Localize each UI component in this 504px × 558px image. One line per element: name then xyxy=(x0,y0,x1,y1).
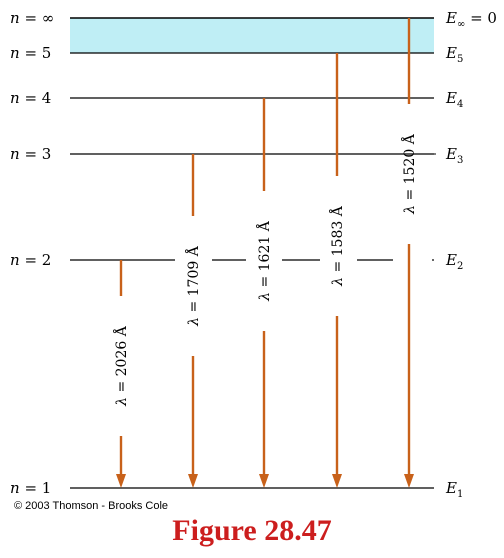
transition-wavelength-label: λ = 1621 Å xyxy=(255,220,273,302)
energy-subscript: 2 xyxy=(457,261,463,272)
lambda-symbol: λ xyxy=(257,292,273,302)
energy-symbol: E xyxy=(445,89,457,107)
lambda-symbol: λ xyxy=(402,205,418,215)
n-value: = 3 xyxy=(20,145,52,163)
transition-wavelength-label: λ = 1709 Å xyxy=(184,245,202,327)
transition-wavelength-label: λ = 1583 Å xyxy=(328,205,346,287)
energy-subscript: 4 xyxy=(457,99,463,110)
continuum-band xyxy=(70,18,434,53)
energy-subscript: ∞ xyxy=(457,19,465,30)
lambda-symbol: λ xyxy=(330,277,346,287)
arrow-head-icon xyxy=(116,474,126,488)
level-n-label: n = 1 xyxy=(10,479,51,497)
lambda-symbol: λ xyxy=(186,317,202,327)
transition-1: λ = 2026 Å xyxy=(112,260,130,488)
energy-value: = 0 xyxy=(465,9,497,27)
n-value: = 4 xyxy=(20,89,52,107)
copyright-note: © 2003 Thomson - Brooks Cole xyxy=(14,500,169,512)
wavelength-value: = 1520 Å xyxy=(400,133,418,205)
transition-wavelength-label: λ = 2026 Å xyxy=(112,325,130,407)
n-symbol: n xyxy=(10,89,20,107)
level-n-label: n = 3 xyxy=(10,145,51,163)
wavelength-value: = 1583 Å xyxy=(328,205,346,277)
energy-subscript: 1 xyxy=(457,489,463,500)
figure-caption: Figure 28.47 xyxy=(172,514,332,547)
n-value: = 5 xyxy=(20,44,52,62)
transition-4: λ = 1583 Å xyxy=(328,53,346,488)
n-symbol: n xyxy=(10,9,20,27)
wavelength-value: = 1621 Å xyxy=(255,220,273,292)
n-symbol: n xyxy=(10,44,20,62)
level-energy-label: E1 xyxy=(445,479,463,500)
level-n-label: n = ∞ xyxy=(10,9,54,27)
level-n-label: n = 5 xyxy=(10,44,51,62)
transition-wavelength-label: λ = 1520 Å xyxy=(400,133,418,215)
n-value: = ∞ xyxy=(20,9,55,27)
level-energy-label: E4 xyxy=(445,89,463,110)
energy-subscript: 5 xyxy=(457,54,463,65)
transition-2: λ = 1709 Å xyxy=(184,154,202,488)
energy-levels: n = ∞ E∞ = 0n = 5 E5n = 4 E4n = 3 E3n = 2 E2n… xyxy=(10,9,497,500)
n-symbol: n xyxy=(10,479,20,497)
level-energy-label: E3 xyxy=(445,145,463,166)
level-energy-label: E2 xyxy=(445,251,463,272)
level-energy-label: E5 xyxy=(445,44,463,65)
wavelength-value: = 2026 Å xyxy=(112,325,130,397)
energy-symbol: E xyxy=(445,251,457,269)
n-value: = 2 xyxy=(20,251,52,269)
arrow-head-icon xyxy=(332,474,342,488)
n-symbol: n xyxy=(10,145,20,163)
transition-3: λ = 1621 Å xyxy=(255,98,273,488)
diagram-canvas: n = ∞ E∞ = 0n = 5 E5n = 4 E4n = 3 E3n = 2 E2n… xyxy=(10,9,497,500)
transition-5: λ = 1520 Å xyxy=(400,18,418,488)
n-symbol: n xyxy=(10,251,20,269)
wavelength-value: = 1709 Å xyxy=(184,245,202,317)
energy-subscript: 3 xyxy=(457,155,463,166)
level-n-label: n = 4 xyxy=(10,89,51,107)
energy-symbol: E xyxy=(445,479,457,497)
energy-symbol: E xyxy=(445,145,457,163)
energy-symbol: E xyxy=(445,44,457,62)
lambda-symbol: λ xyxy=(114,397,130,407)
level-n-label: n = 2 xyxy=(10,251,51,269)
arrow-head-icon xyxy=(259,474,269,488)
energy-symbol: E xyxy=(445,9,457,27)
level-energy-label: E∞ = 0 xyxy=(445,9,497,30)
arrow-head-icon xyxy=(188,474,198,488)
arrow-head-icon xyxy=(404,474,414,488)
n-value: = 1 xyxy=(20,479,52,497)
